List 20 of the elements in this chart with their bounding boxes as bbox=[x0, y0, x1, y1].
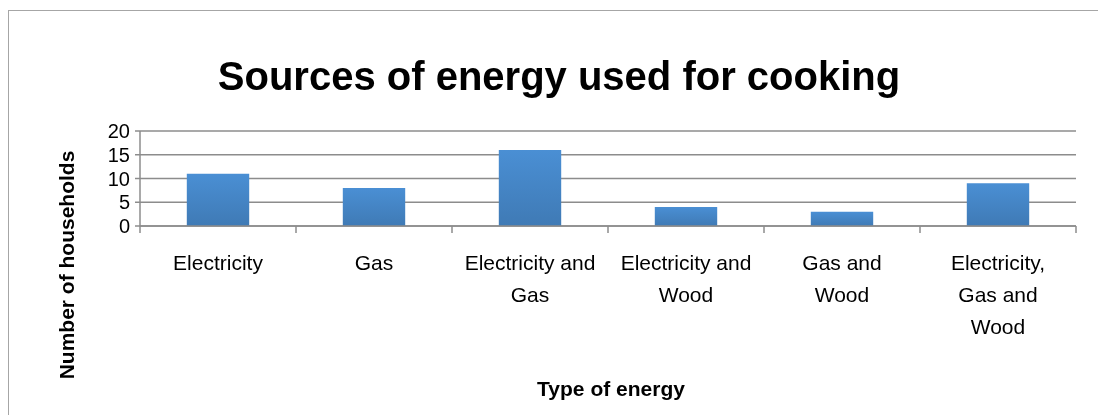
x-tick-label: Electricity bbox=[173, 251, 264, 274]
bar bbox=[966, 183, 1030, 226]
y-tick-label: 20 bbox=[107, 120, 130, 142]
y-tick-label: 0 bbox=[118, 215, 130, 237]
bar bbox=[810, 211, 874, 226]
y-tick-label: 10 bbox=[107, 167, 130, 190]
x-axis-title: Type of energy bbox=[537, 377, 686, 400]
bar bbox=[186, 173, 250, 226]
bar bbox=[342, 188, 406, 226]
x-tick-label: Electricity and Wood bbox=[620, 251, 752, 306]
x-tick-label: Gas bbox=[354, 251, 394, 274]
y-tick-label: 15 bbox=[107, 143, 130, 166]
x-tick-label: Electricity, Gas and Wood bbox=[950, 251, 1046, 338]
y-tick-label: 5 bbox=[118, 191, 130, 214]
x-tick-label: Gas and Wood bbox=[802, 251, 882, 306]
bar bbox=[654, 207, 718, 226]
x-tick-label: Electricity and Gas bbox=[464, 251, 596, 306]
y-axis-title: Number of households bbox=[55, 150, 78, 380]
chart-title: Sources of energy used for cooking bbox=[217, 54, 901, 98]
bar bbox=[498, 150, 562, 226]
